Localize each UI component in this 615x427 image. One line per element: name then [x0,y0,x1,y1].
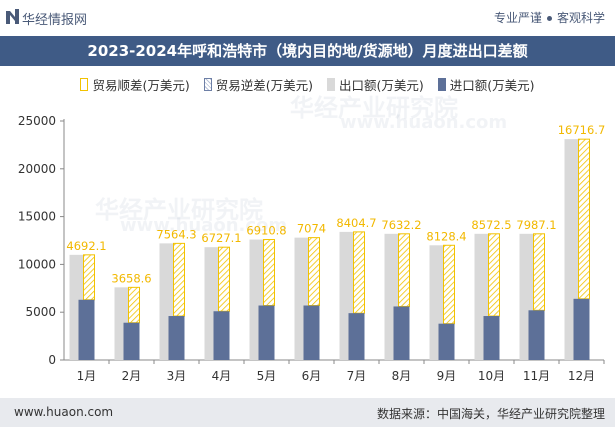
import-bar [78,299,95,360]
watermark-4: www.huaon.com [120,215,288,236]
legend-swatch-import [437,77,446,91]
chart-title: 2023-2024年呼和浩特市（境内目的地/货源地）月度进出口差额 [0,36,615,66]
surplus-bar [533,233,545,311]
y-tick-label: 15000 [18,210,56,224]
surplus-bar [578,138,590,300]
import-bar [483,316,500,360]
legend-item-import: 进口额(万美元) [437,72,535,96]
surplus-data-label: 7987.1 [516,218,556,232]
surplus-data-label: 16716.7 [558,123,606,137]
legend-item-surplus: 贸易顺差(万美元) [80,72,190,96]
surplus-data-label: 3658.6 [111,271,151,285]
x-tick-label: 6月 [302,369,322,383]
x-tick-label: 7月 [347,369,367,383]
x-tick-label: 1月 [77,369,97,383]
y-tick-label: 20000 [18,162,56,176]
x-tick-label: 12月 [568,369,595,383]
surplus-data-label: 8404.7 [336,216,376,230]
separator-dot-icon [546,16,552,21]
bar-chart: 0 5000 10000 15000 20000 25000 4692.1 1月 3658.6 2… [18,114,606,383]
import-bar [438,323,455,360]
y-tick-label: 25000 [18,114,56,128]
y-tick-label: 5000 [25,305,56,319]
legend-label-deficit: 贸易逆差(万美元) [215,77,313,93]
footer: www.huaon.com 数据来源：中国海关，华经产业研究院整理 [0,398,615,427]
surplus-data-label: 6727.1 [201,231,241,245]
top-bar: 华经情报网 专业严谨 客观科学 [0,0,615,36]
watermark-3: 华经产业研究院 [95,196,263,224]
chart-legend: 贸易顺差(万美元) 贸易逆差(万美元) 出口额(万美元) 进口额(万美元) [0,72,615,96]
surplus-data-label: 4692.1 [66,239,106,253]
x-tick-label: 3月 [167,369,187,383]
import-bar [528,310,545,360]
y-tick-label: 0 [48,353,56,367]
surplus-data-label: 8572.5 [471,218,511,232]
watermark-1: 华经产业研究院 [290,94,458,122]
x-tick-label: 8月 [392,369,412,383]
y-tick-label: 10000 [18,257,56,271]
legend-swatch-surplus [80,77,89,91]
import-bar [393,306,410,360]
surplus-bar [308,237,320,307]
x-tick-label: 4月 [212,369,232,383]
surplus-bar [398,233,410,307]
surplus-data-label: 7632.2 [381,218,421,232]
surplus-bar [128,286,140,324]
import-bar [258,305,275,360]
surplus-bar [488,233,500,317]
footer-source: 数据来源：中国海关，华经产业研究院整理 [376,407,605,421]
legend-item-export: 出口额(万美元) [327,72,424,96]
surplus-data-label: 7074 [297,222,326,236]
import-bar [213,311,230,360]
surplus-bar [218,246,230,312]
x-tick-label: 10月 [478,369,505,383]
surplus-bar [83,254,95,301]
legend-label-import: 进口额(万美元) [449,77,535,93]
x-tick-label: 5月 [257,369,277,383]
x-tick-label: 11月 [523,369,550,383]
surplus-bar [263,239,275,307]
tagline-1: 专业严谨 [493,11,542,25]
import-bar [123,322,140,360]
legend-swatch-export [327,77,335,91]
tagline-2: 客观科学 [556,11,605,25]
legend-label-export: 出口额(万美元) [339,77,424,93]
x-tick-label: 9月 [437,369,457,383]
import-bar [303,305,320,360]
import-bar [348,313,365,360]
surplus-data-label: 6910.8 [246,224,286,238]
surplus-data-label: 8128.4 [426,229,466,243]
surplus-bar [353,231,365,314]
legend-label-surplus: 贸易顺差(万美元) [92,77,190,93]
brand-logo-icon [6,9,19,24]
x-tick-label: 2月 [122,369,142,383]
tagline: 专业严谨 客观科学 [494,9,605,26]
surplus-data-label: 7564.3 [156,227,196,241]
footer-site: www.huaon.com [14,405,114,419]
import-bar [168,316,185,360]
brand-name: 华经情报网 [22,13,88,28]
legend-item-deficit: 贸易逆差(万美元) [203,72,313,96]
legend-swatch-deficit [203,77,212,91]
surplus-bar [443,244,455,325]
import-bar [573,298,590,360]
surplus-bar [173,242,185,317]
watermark-2: www.huaon.com [340,112,508,133]
